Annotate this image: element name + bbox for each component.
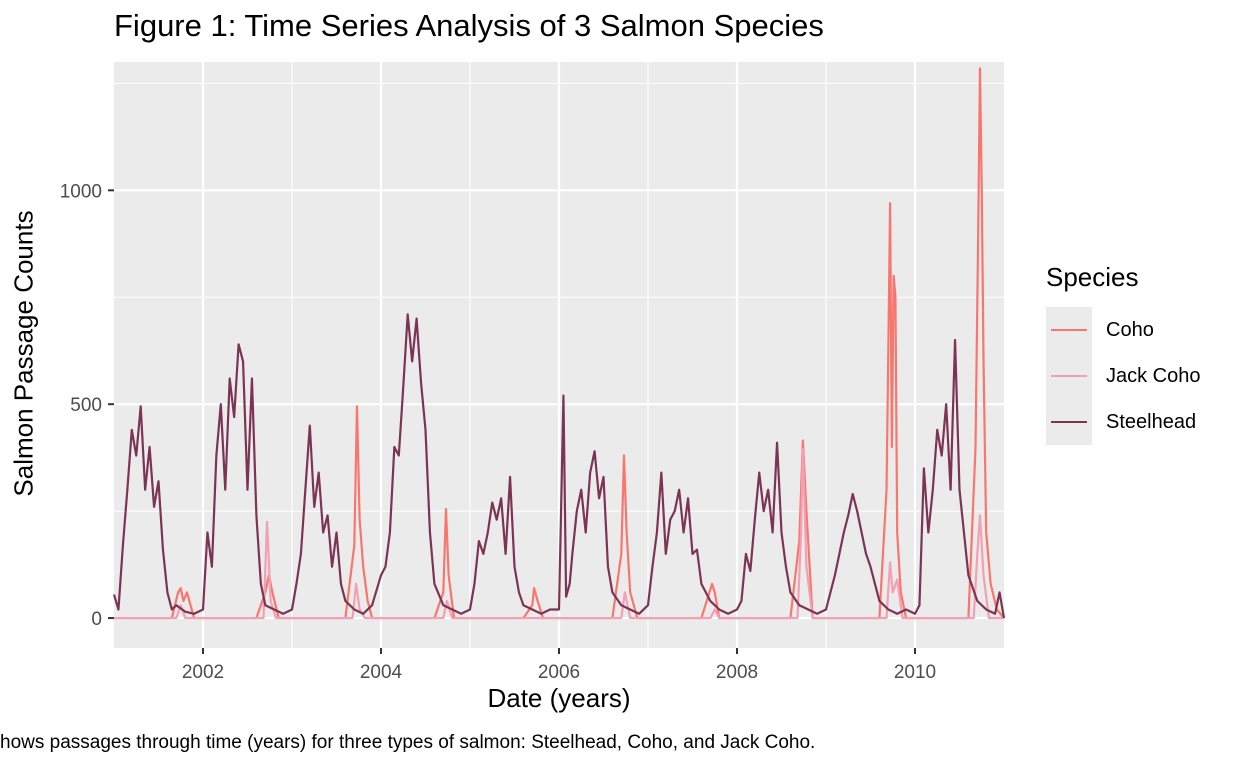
chart-title: Figure 1: Time Series Analysis of 3 Salm… xyxy=(114,8,824,43)
y-axis-label: Salmon Passage Counts xyxy=(8,210,39,497)
legend-swatch-jack-coho xyxy=(1051,375,1087,377)
legend-item-steelhead: Steelhead xyxy=(1046,399,1201,445)
y-tick-label: 500 xyxy=(70,395,102,416)
series-lines xyxy=(112,67,1006,620)
x-tick-label: 2008 xyxy=(716,662,758,683)
legend-item-jack-coho: Jack Coho xyxy=(1046,353,1201,399)
legend-key-steelhead xyxy=(1046,399,1092,445)
legend-key-coho xyxy=(1046,307,1092,353)
series-line xyxy=(114,67,1005,620)
x-tick-label: 2006 xyxy=(538,662,580,683)
axes: 2002 2004 2006 2008 2010 0 500 1000 xyxy=(60,181,936,683)
series-jack-coho xyxy=(113,448,1005,620)
legend-title: Species xyxy=(1046,262,1139,292)
figure-caption: hows passages through time (years) for t… xyxy=(0,732,816,753)
legend-item-coho: Coho xyxy=(1046,307,1201,353)
legend-label-jack-coho: Jack Coho xyxy=(1106,364,1201,387)
y-tick-label: 1000 xyxy=(60,181,102,202)
x-axis-label: Date (years) xyxy=(487,683,631,713)
x-tick-label: 2010 xyxy=(894,662,936,683)
x-tick-label: 2002 xyxy=(182,662,224,683)
grid-lines xyxy=(114,62,1004,648)
x-tick-label: 2004 xyxy=(360,662,403,683)
legend: Species Coho Jack Coho Steelhead xyxy=(1046,262,1201,445)
legend-swatch-steelhead xyxy=(1051,421,1087,423)
series-steelhead xyxy=(112,313,1006,619)
legend-label-steelhead: Steelhead xyxy=(1106,410,1197,433)
series-line xyxy=(114,448,1004,620)
legend-swatch-coho xyxy=(1051,329,1087,331)
y-tick-label: 0 xyxy=(91,609,102,630)
legend-key-jack-coho xyxy=(1046,353,1092,399)
legend-label-coho: Coho xyxy=(1106,318,1154,341)
series-line xyxy=(112,313,1006,619)
